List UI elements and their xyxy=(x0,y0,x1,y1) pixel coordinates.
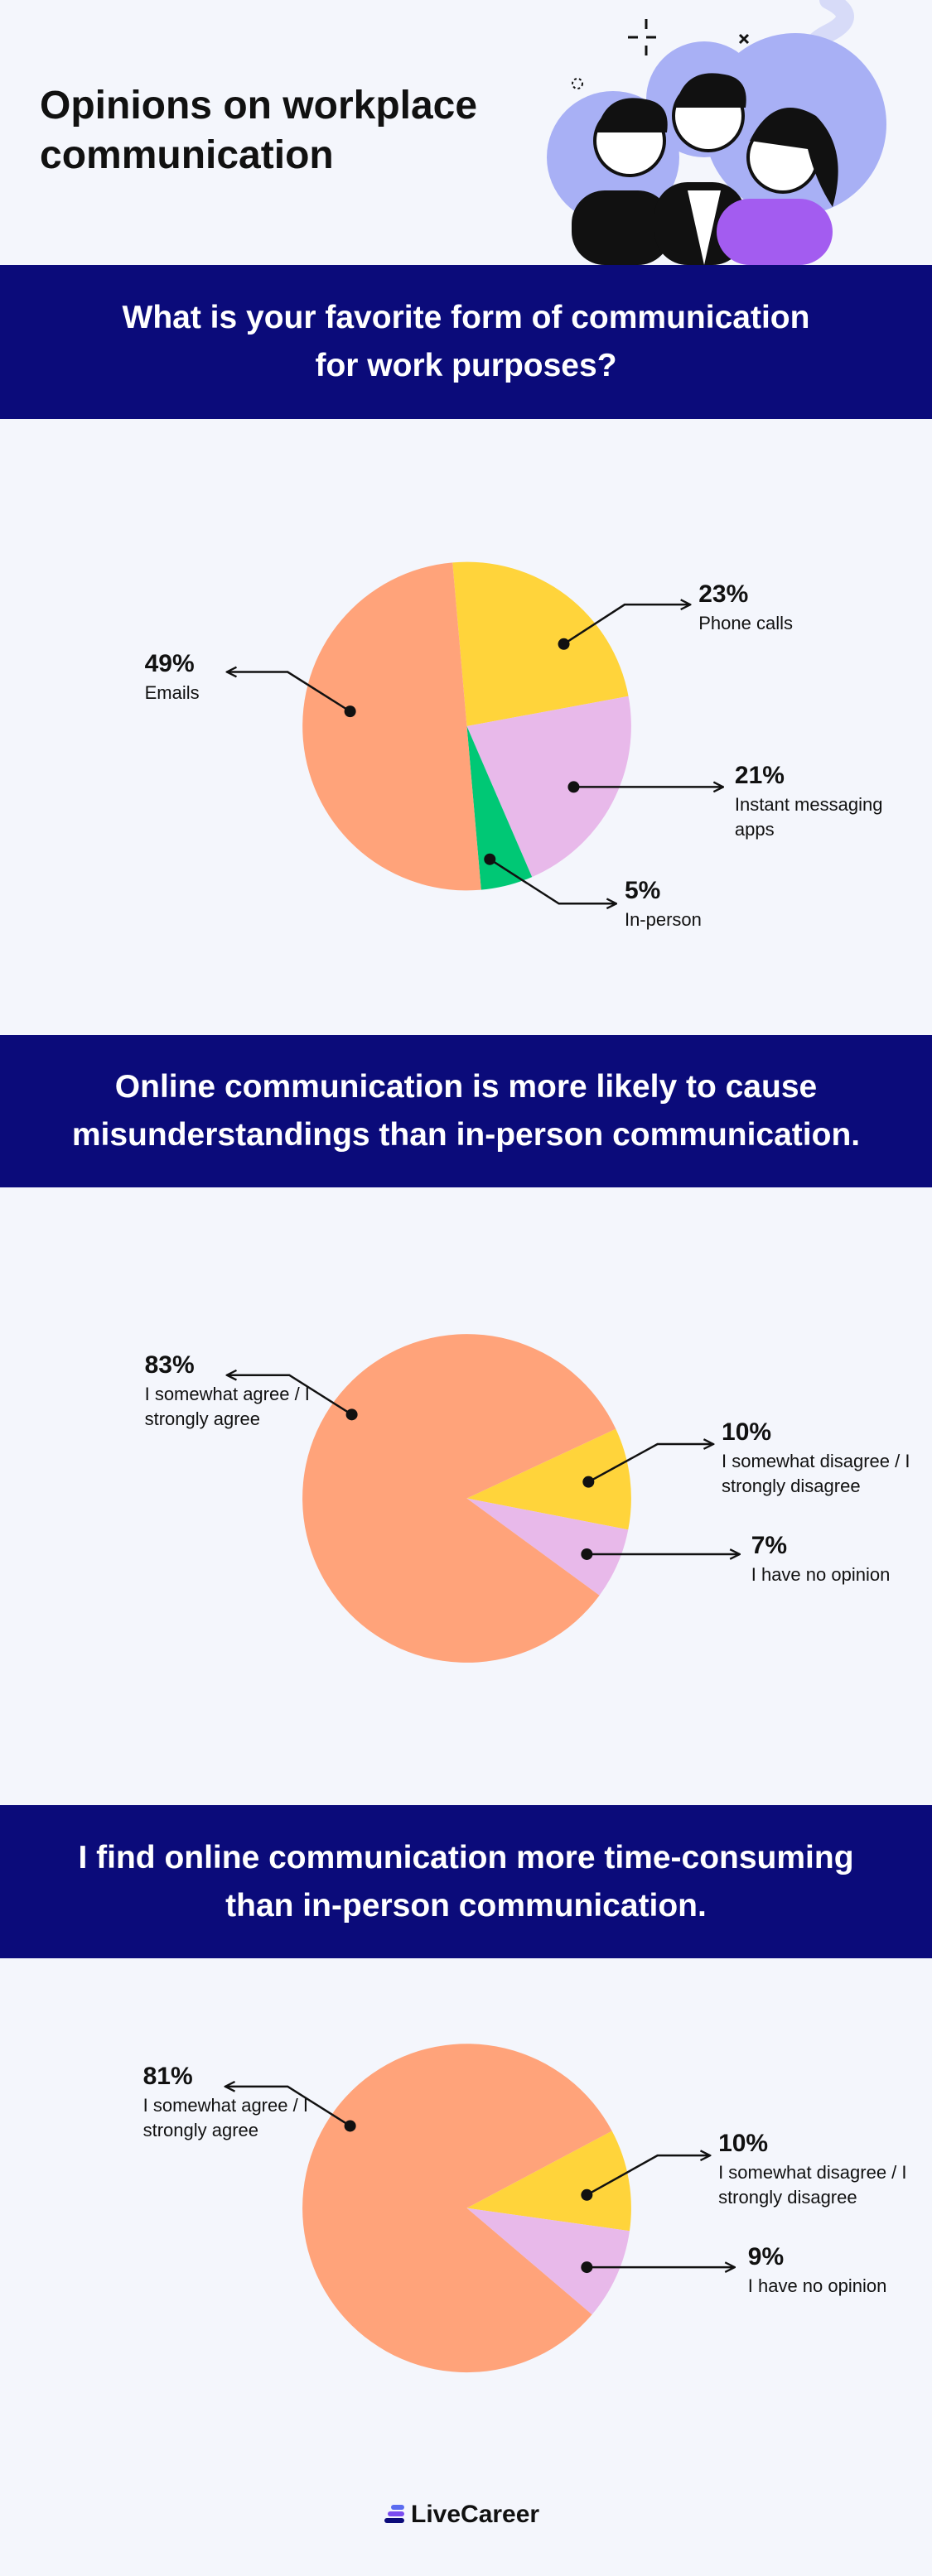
slice-label: 9% I have no opinion xyxy=(748,2241,929,2299)
category-label: I somewhat disagree / I strongly disagre… xyxy=(722,1451,910,1497)
category-label: I have no opinion xyxy=(751,1564,891,1586)
value-label: 83% xyxy=(144,1351,195,1379)
pie-slice xyxy=(466,2208,630,2315)
value-label: 81% xyxy=(142,2063,193,2091)
category-label: In-person xyxy=(624,908,702,930)
callout-dot xyxy=(345,1408,358,1421)
callout-dot xyxy=(567,781,580,793)
category-label: Instant messaging apps xyxy=(734,793,883,840)
callout-line xyxy=(227,672,351,713)
brand-name: LiveCareer xyxy=(411,2501,540,2528)
pie-slice xyxy=(302,1334,616,1663)
pie-slice xyxy=(466,1498,629,1596)
callout-dot xyxy=(344,2120,356,2132)
category-label: I have no opinion xyxy=(747,2275,887,2297)
question-banner: I find online communication more time-co… xyxy=(0,1805,932,1958)
question-title: I find online communication more time-co… xyxy=(78,1839,854,1924)
pie-slice xyxy=(466,725,533,890)
question-banner: Online communication is more likely to c… xyxy=(0,1035,932,1187)
callout-dot xyxy=(581,1548,593,1560)
slice-label: 10% I somewhat disagree / I strongly disa… xyxy=(718,2127,924,2210)
value-label: 21% xyxy=(734,761,785,789)
question-title: What is your favorite form of communicat… xyxy=(122,300,810,383)
question-banner: What is your favorite form of communicat… xyxy=(0,265,932,419)
value-label: 5% xyxy=(624,876,661,904)
callout-dot xyxy=(581,2188,593,2201)
slice-label: 10% I somewhat disagree / I strongly disa… xyxy=(722,1416,927,1499)
callout-line xyxy=(563,604,691,645)
callout-line xyxy=(225,2087,351,2127)
question-title: Online communication is more likely to c… xyxy=(71,1069,861,1153)
callout-dot xyxy=(344,705,356,718)
slice-label: 21% Instant messaging apps xyxy=(735,759,924,842)
value-label: 10% xyxy=(722,1418,772,1447)
value-label: 10% xyxy=(718,2130,769,2158)
category-label: Phone calls xyxy=(698,613,793,634)
value-label: 7% xyxy=(751,1532,788,1560)
pie-slice xyxy=(452,561,629,726)
category-label: Emails xyxy=(144,681,200,703)
callout-line xyxy=(489,858,616,904)
pie-slice xyxy=(466,696,631,878)
category-label: I somewhat agree / I strongly agree xyxy=(142,2095,308,2141)
slice-label: 23% Phone calls xyxy=(698,578,896,636)
illustration xyxy=(547,0,886,265)
pie-slice xyxy=(466,2131,631,2232)
page-title: Opinions on workplace communication xyxy=(40,84,478,177)
callout-dot xyxy=(558,638,570,650)
callout-line xyxy=(587,1444,713,1483)
category-label: I somewhat agree / I strongly agree xyxy=(144,1383,310,1429)
value-label: 23% xyxy=(698,580,749,609)
slice-label: 83% I somewhat agree / I strongly agree xyxy=(145,1349,317,1432)
value-label: 9% xyxy=(747,2243,785,2271)
slice-label: 81% I somewhat agree / I strongly agree xyxy=(143,2060,316,2143)
slice-label: 49% Emails xyxy=(145,648,326,705)
pie-slice xyxy=(466,1428,631,1530)
callout-dot xyxy=(484,853,496,865)
pie-slice xyxy=(302,2044,612,2373)
pie-slice xyxy=(302,562,481,891)
callout-dot xyxy=(582,1476,595,1488)
callout-line xyxy=(586,2155,710,2196)
slice-label: 7% I have no opinion xyxy=(751,1529,932,1587)
category-label: I somewhat disagree / I strongly disagre… xyxy=(718,2162,907,2208)
callout-dot xyxy=(581,2261,593,2274)
callout-line xyxy=(227,1375,353,1416)
logo-icon xyxy=(384,2505,404,2523)
slice-label: 5% In-person xyxy=(625,874,822,932)
value-label: 49% xyxy=(144,649,195,677)
